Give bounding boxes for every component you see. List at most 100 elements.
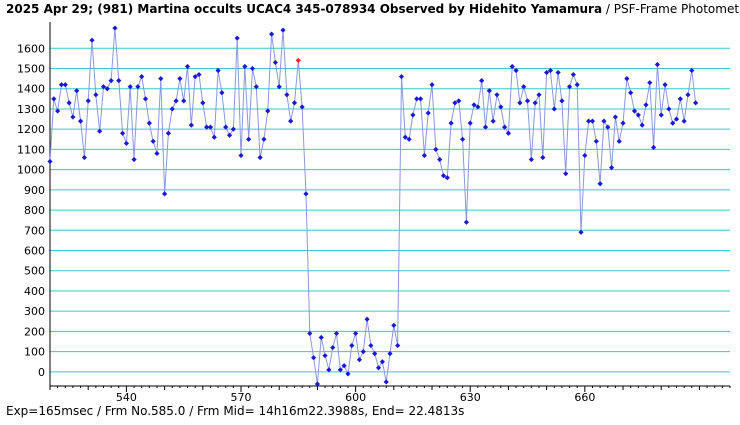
y-tick-label: 900 (24, 184, 45, 197)
data-point (364, 316, 370, 322)
data-point (58, 82, 65, 88)
data-point (211, 134, 217, 140)
data-point (112, 25, 118, 31)
data-point (685, 92, 691, 98)
data-point (395, 342, 401, 349)
data-point (226, 132, 233, 138)
data-point (570, 71, 576, 78)
data-point (593, 138, 599, 144)
data-point (268, 31, 275, 37)
data-point (601, 118, 607, 124)
data-point (498, 104, 504, 110)
data-point (284, 92, 290, 98)
data-point (280, 27, 286, 33)
data-point (154, 150, 160, 157)
data-point (440, 173, 447, 179)
data-point (360, 349, 366, 355)
data-point (551, 106, 557, 112)
data-point (123, 140, 130, 146)
data-point (574, 82, 580, 88)
y-tick-label: 1200 (17, 123, 45, 136)
data-point (349, 342, 355, 349)
data-point (230, 126, 236, 132)
data-point (353, 330, 359, 337)
y-tick-label: 700 (24, 224, 45, 237)
data-point (605, 124, 611, 130)
data-point (100, 84, 107, 90)
data-point (387, 351, 393, 357)
data-point (681, 118, 687, 124)
data-point (582, 152, 588, 159)
y-tick-label: 500 (24, 265, 45, 278)
x-tick-label: 570 (231, 391, 252, 404)
data-point (162, 191, 168, 197)
data-point (372, 351, 378, 357)
highlighted-data-point (295, 57, 301, 64)
data-point (127, 84, 133, 90)
data-point (505, 130, 512, 136)
data-point (673, 116, 680, 122)
data-point (643, 102, 649, 108)
y-tick-label: 300 (24, 305, 45, 318)
exposure-footer: Exp=165msec / Frm No.585.0 / Frm Mid= 14… (6, 404, 465, 418)
chart-title-main: 2025 Apr 29; (981) Martina occults UCAC4… (6, 2, 603, 16)
data-point (589, 118, 596, 124)
data-point (628, 90, 634, 96)
data-point (658, 112, 664, 118)
data-point (662, 82, 668, 88)
data-point (693, 100, 699, 106)
data-point (104, 86, 110, 92)
y-tick-label: 100 (24, 346, 45, 359)
data-point (647, 80, 653, 86)
data-point (322, 353, 328, 359)
data-point (219, 90, 225, 96)
data-point (181, 98, 187, 104)
data-point (62, 82, 68, 88)
data-point (666, 106, 672, 112)
data-point (204, 124, 210, 130)
data-point (375, 365, 382, 371)
y-tick-label: 800 (24, 204, 45, 217)
data-point (425, 110, 431, 116)
data-point (288, 118, 294, 124)
data-point (310, 355, 317, 361)
data-point (85, 98, 91, 104)
data-point (333, 330, 340, 337)
data-point (257, 154, 263, 161)
data-point (74, 88, 80, 94)
data-point (356, 357, 363, 363)
data-point (192, 74, 198, 80)
data-point (509, 63, 515, 70)
x-tick-label: 540 (116, 391, 137, 404)
data-point (414, 96, 420, 102)
y-axis-ticks: 0 100 200 300 400 500 600 700 800 900 1000 1100 1200… (17, 42, 45, 379)
data-point (165, 130, 172, 136)
data-point (677, 96, 683, 102)
data-point (490, 118, 496, 124)
data-point (532, 100, 538, 106)
series-line (49, 28, 697, 385)
data-point (486, 88, 492, 94)
data-point (689, 67, 695, 74)
data-point (620, 120, 626, 126)
data-point (93, 92, 99, 98)
data-point (597, 181, 603, 187)
data-point (142, 96, 149, 102)
data-point (406, 136, 412, 142)
data-point (242, 63, 248, 70)
data-point (421, 152, 427, 159)
data-point (139, 74, 145, 80)
data-point (494, 92, 500, 98)
data-point (188, 122, 194, 128)
data-point (341, 363, 347, 369)
data-point (379, 359, 385, 365)
data-point (200, 100, 206, 106)
data-point (521, 84, 527, 90)
y-tick-label: 1400 (17, 83, 45, 96)
data-point (635, 112, 641, 118)
data-point (238, 152, 244, 159)
data-point (448, 120, 454, 126)
y-tick-label: 1000 (17, 164, 45, 177)
data-point (47, 158, 53, 165)
data-point (540, 154, 546, 161)
